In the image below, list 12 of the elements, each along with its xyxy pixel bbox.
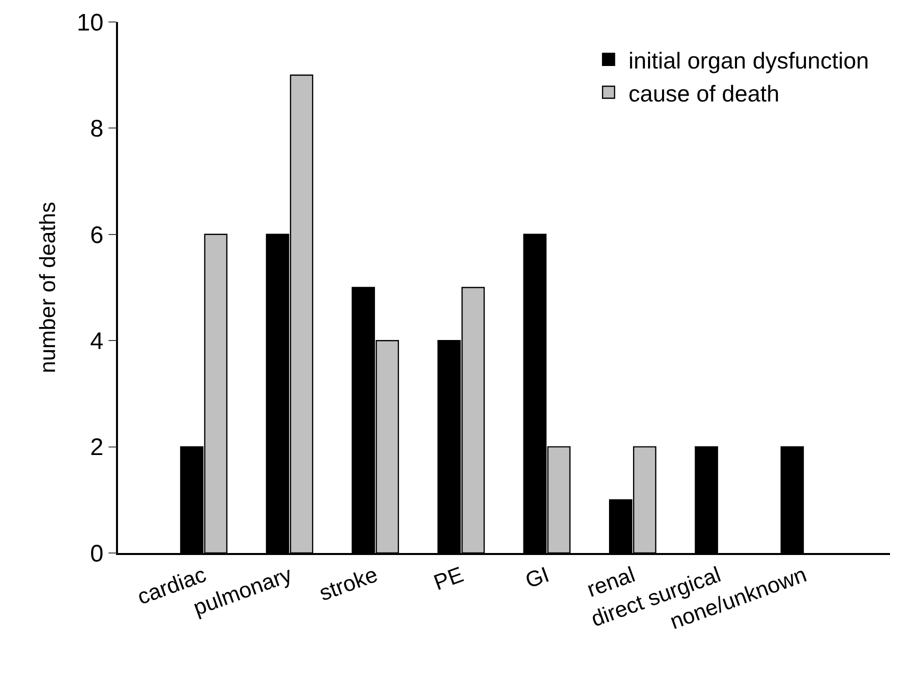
x-tick-label: PE: [430, 562, 467, 596]
y-tick-label: 2: [90, 434, 104, 462]
x-tick-label: GI: [522, 562, 552, 594]
y-tick-label: 10: [76, 9, 104, 36]
y-tick-label: 6: [90, 222, 104, 249]
y-tick-label: 8: [90, 116, 104, 143]
y-axis-title: number of deaths: [35, 202, 60, 374]
y-tick-label: 0: [90, 540, 104, 568]
x-tick-label: stroke: [316, 562, 381, 606]
legend-label: initial organ dysfunction: [628, 47, 869, 74]
y-tick-label: 4: [90, 328, 104, 355]
legend-label: cause of death: [628, 80, 780, 106]
